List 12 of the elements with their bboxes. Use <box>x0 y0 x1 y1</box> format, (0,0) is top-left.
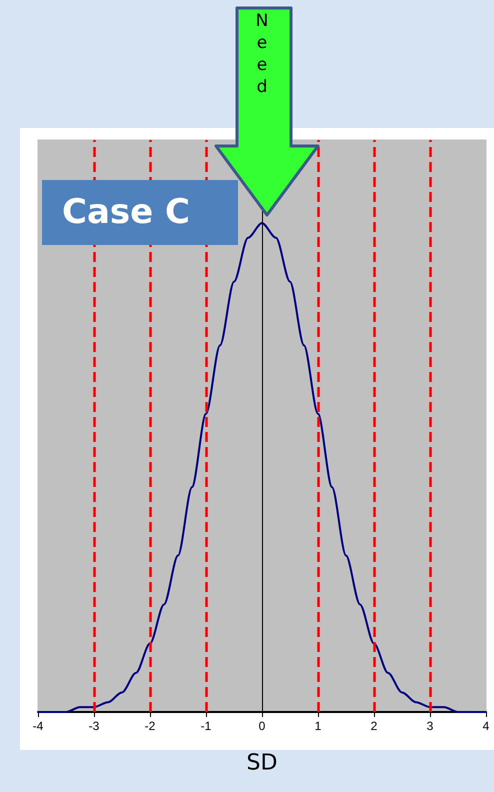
x-tick-label: -1 <box>200 719 212 733</box>
x-tick-label: 3 <box>426 719 434 733</box>
x-tick-label: -2 <box>144 719 156 733</box>
x-axis-title: SD <box>246 750 278 776</box>
text: Need <box>254 10 270 98</box>
x-tick-label: 1 <box>314 719 322 733</box>
x-tick-label: -3 <box>88 719 100 733</box>
x-tick-label: 2 <box>370 719 378 733</box>
x-tick-label: 0 <box>258 719 266 733</box>
x-tick-label: -4 <box>32 719 44 733</box>
x-tick-label: 4 <box>482 719 490 733</box>
annotation: Case C <box>42 180 238 245</box>
